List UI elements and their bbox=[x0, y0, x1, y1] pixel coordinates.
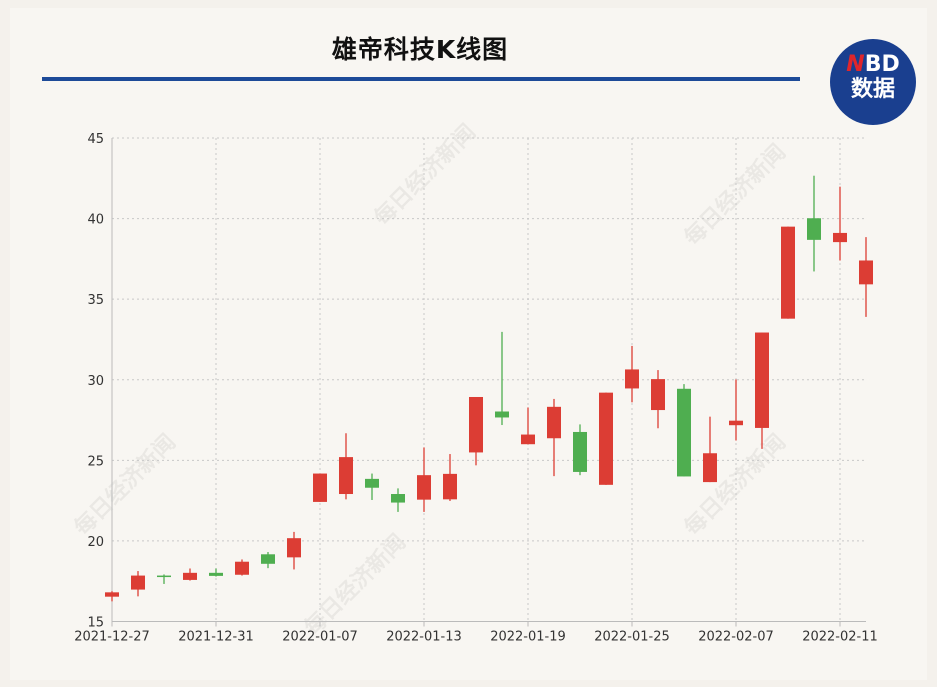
candle-body bbox=[157, 575, 171, 578]
candle-body bbox=[521, 434, 535, 445]
x-tick-label: 2022-01-19 bbox=[490, 630, 566, 645]
candle-body bbox=[599, 392, 613, 485]
logo-accent: N bbox=[846, 52, 865, 77]
y-tick-label: 20 bbox=[87, 535, 104, 550]
watermark-text: 每日经济新闻 bbox=[69, 429, 181, 541]
y-tick-label: 40 bbox=[87, 213, 104, 228]
x-tick-label: 2022-01-07 bbox=[282, 630, 358, 645]
candle-body bbox=[651, 379, 665, 411]
y-tick-label: 15 bbox=[87, 616, 104, 631]
candle-body bbox=[183, 572, 197, 580]
candle-body bbox=[209, 572, 223, 576]
chart-panel bbox=[10, 8, 927, 680]
x-tick-label: 2022-01-25 bbox=[594, 630, 670, 645]
candle-body bbox=[287, 538, 301, 558]
candle-body bbox=[339, 457, 353, 495]
candle-body bbox=[859, 260, 873, 285]
watermark-text: 每日经济新闻 bbox=[679, 139, 791, 251]
x-tick-label: 2021-12-27 bbox=[74, 630, 150, 645]
title-underline bbox=[42, 77, 800, 81]
y-tick-label: 25 bbox=[87, 454, 104, 469]
watermark-text: 每日经济新闻 bbox=[369, 119, 481, 231]
candle-body bbox=[131, 575, 145, 590]
logo-text: BD bbox=[864, 52, 900, 77]
candle-body bbox=[313, 473, 327, 502]
candle-body bbox=[391, 494, 405, 503]
y-tick-label: 45 bbox=[87, 132, 104, 147]
logo-subtext: 数据 bbox=[850, 77, 895, 102]
candle-body bbox=[807, 218, 821, 240]
nbd-logo: NBD 数据 bbox=[830, 39, 916, 125]
candle-body bbox=[417, 475, 431, 500]
candle-body bbox=[105, 592, 119, 597]
candle-body bbox=[235, 561, 249, 575]
x-tick-label: 2022-02-07 bbox=[698, 630, 774, 645]
candle-body bbox=[833, 232, 847, 243]
candle-body bbox=[443, 473, 457, 500]
candle-body bbox=[677, 388, 691, 477]
y-tick-label: 30 bbox=[87, 374, 104, 389]
page-title: 雄帝科技K线图 bbox=[331, 35, 509, 64]
x-tick-label: 2021-12-31 bbox=[178, 630, 254, 645]
candle-body bbox=[625, 369, 639, 389]
candle-body bbox=[755, 332, 769, 428]
candle-body bbox=[495, 411, 509, 418]
candle-body bbox=[703, 453, 717, 483]
candle-body bbox=[729, 420, 743, 426]
watermark-text: 每日经济新闻 bbox=[679, 429, 791, 541]
y-tick-label: 35 bbox=[87, 293, 104, 308]
candle-body bbox=[469, 396, 483, 453]
candle-body bbox=[573, 431, 587, 472]
candle-body bbox=[781, 226, 795, 319]
candle-body bbox=[261, 554, 275, 564]
watermark-text: 每日经济新闻 bbox=[299, 529, 411, 641]
x-tick-label: 2022-01-13 bbox=[386, 630, 462, 645]
x-tick-label: 2022-02-11 bbox=[802, 630, 878, 645]
candle-body bbox=[547, 406, 561, 439]
candle-body bbox=[365, 478, 379, 488]
